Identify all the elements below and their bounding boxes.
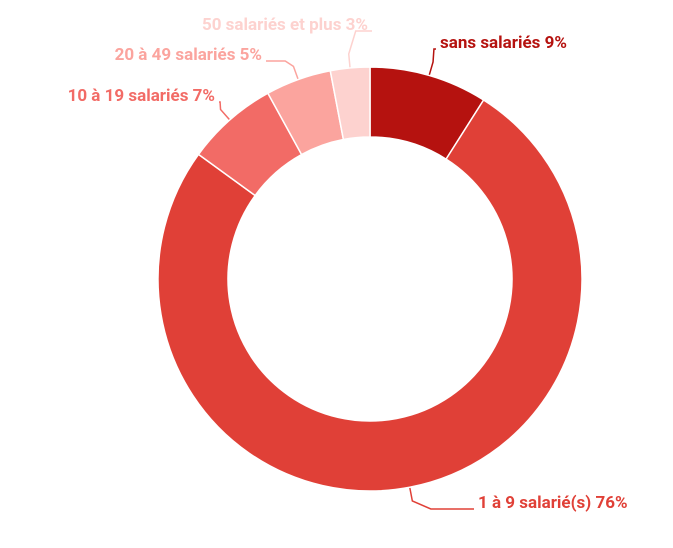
label-name: 10 à 19 salariés (68, 86, 189, 106)
data-label: 50 salariés et plus 3% (202, 15, 368, 35)
data-label: 20 à 49 salariés 5% (115, 45, 262, 65)
label-name: 50 salariés et plus (202, 15, 342, 35)
leader-line (428, 48, 436, 76)
label-value: 5% (240, 45, 262, 65)
slice (157, 98, 583, 492)
label-value: 76% (596, 493, 628, 513)
leader-line (219, 101, 231, 121)
label-name: 20 à 49 salariés (115, 45, 236, 65)
donut (157, 66, 583, 492)
labels: sans salariés 9% 1 à 9 salarié(s) 76% 10 à… (68, 15, 628, 513)
data-label: 1 à 9 salarié(s) 76% (478, 493, 628, 513)
label-value: 9% (545, 33, 567, 53)
leader-line (347, 30, 372, 69)
data-label: 10 à 19 salariés 7% (68, 86, 215, 106)
data-label: sans salariés 9% (440, 33, 567, 53)
leader-line (266, 60, 299, 80)
label-name: sans salariés (440, 33, 541, 53)
slice (329, 66, 371, 141)
leader-line (408, 487, 474, 510)
label-value: 7% (193, 86, 215, 106)
label-name: 1 à 9 salarié(s) (478, 493, 591, 513)
label-value: 3% (346, 15, 368, 35)
